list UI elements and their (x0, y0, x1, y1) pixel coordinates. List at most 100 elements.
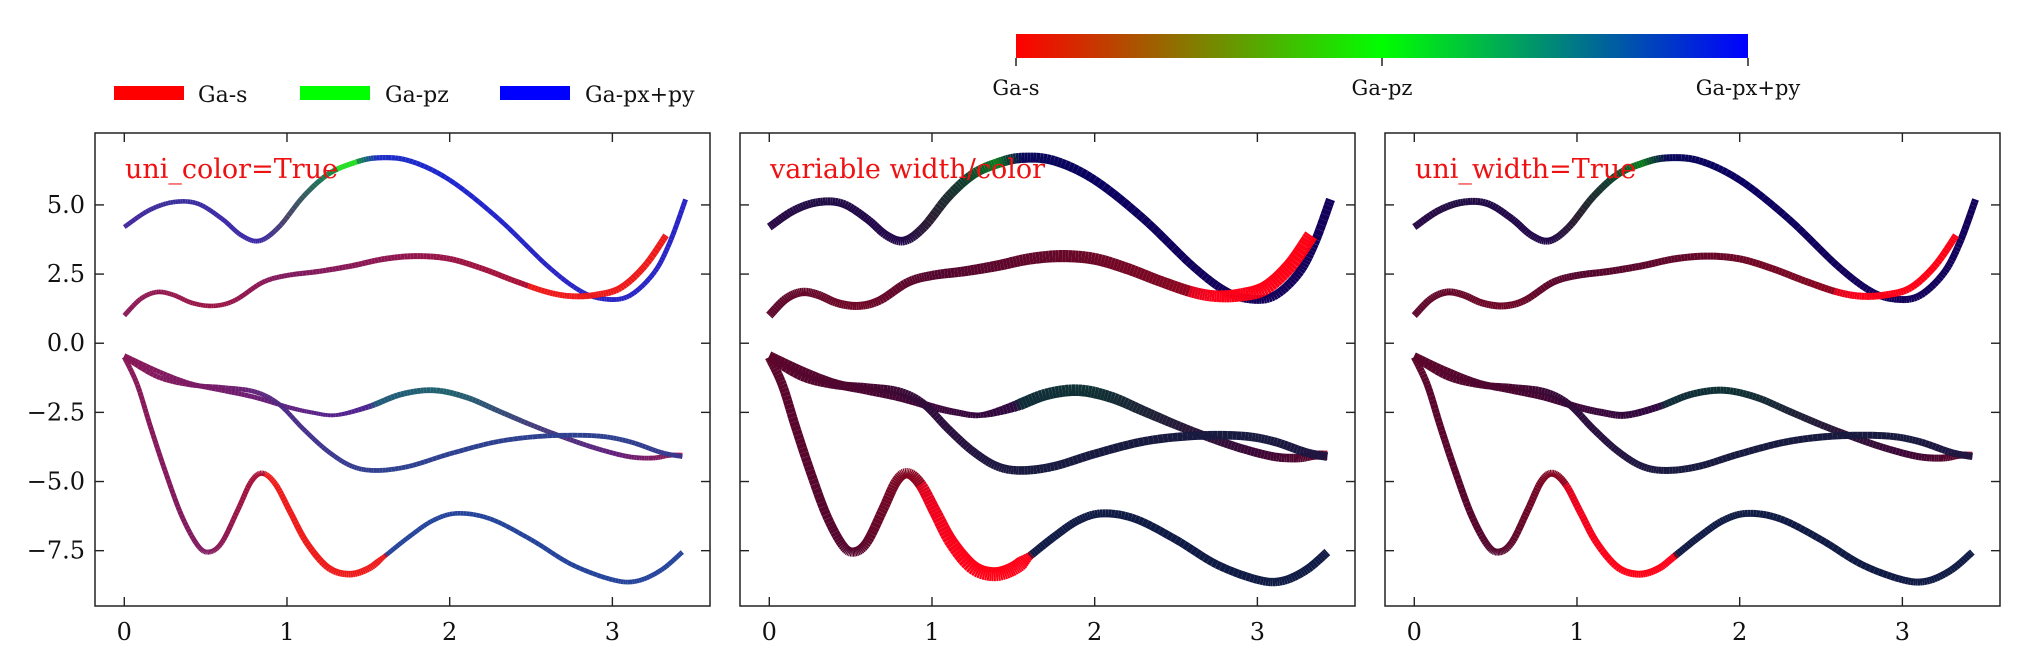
band-segment (175, 376, 181, 383)
band-segment (909, 232, 917, 242)
band-segment (885, 290, 894, 299)
band-segment (882, 292, 891, 301)
band-segment (1320, 208, 1332, 217)
band-segment (1526, 501, 1535, 508)
band-segment (1793, 274, 1800, 282)
band-segment (1305, 248, 1316, 256)
band-segment (1846, 272, 1855, 281)
band-segment (1868, 439, 1875, 448)
band-segment (1945, 261, 1954, 268)
band-segment (1921, 288, 1929, 296)
band-segment (1277, 266, 1291, 279)
band-segment (957, 437, 966, 446)
band-segment (975, 165, 983, 176)
band-segment (1438, 369, 1446, 378)
band-segment (1147, 435, 1154, 445)
band-segment (1548, 279, 1555, 287)
band-segment (1610, 560, 1618, 569)
band-segment (1313, 557, 1322, 566)
band-segment (1556, 276, 1562, 284)
band-segment (620, 295, 625, 302)
band-segment (1226, 440, 1233, 450)
band-segment (676, 213, 683, 221)
band-segment (1684, 542, 1692, 550)
band-segment (793, 289, 799, 298)
band-segment (1754, 393, 1761, 402)
band-segment (918, 273, 923, 283)
band-segment (484, 266, 490, 274)
band-segment (1809, 417, 1816, 426)
band-segment (1767, 264, 1774, 272)
band-segment (1777, 438, 1785, 447)
band-segment (510, 277, 516, 284)
band-segment (185, 381, 190, 388)
band-segment (227, 300, 232, 306)
band-segment (985, 161, 992, 172)
band-segment (632, 289, 638, 296)
band-segment (1698, 462, 1704, 470)
band-segment (1944, 447, 1950, 455)
band-segment (949, 185, 959, 195)
band-segment (344, 410, 349, 416)
band-segment (1664, 256, 1669, 265)
band-segment (1110, 190, 1122, 201)
band-segment (354, 261, 360, 268)
band-segment (227, 522, 235, 528)
band-segment (249, 237, 253, 243)
band-segment (1950, 235, 1958, 242)
band-segment (386, 394, 393, 402)
band-segment (999, 565, 1006, 580)
band-segment (1416, 366, 1425, 373)
band-segment (648, 446, 654, 452)
band-segment (1595, 431, 1604, 439)
band-segment (1479, 536, 1488, 543)
band-segment (1914, 437, 1920, 445)
band-segment (1151, 410, 1159, 422)
band-segment (336, 165, 341, 172)
band-segment (1189, 262, 1199, 273)
band-segment (829, 297, 836, 306)
band-segment (269, 276, 273, 282)
band-segment (1658, 563, 1664, 571)
band-segment (1735, 254, 1741, 263)
band-segment (477, 399, 484, 407)
band-segment (611, 577, 617, 583)
band-segment (211, 210, 217, 216)
band-segment (1916, 291, 1923, 300)
band-segment (982, 456, 990, 465)
band-segment (1810, 280, 1816, 288)
band-segment (884, 491, 895, 499)
band-segment (250, 388, 256, 394)
band-segment (1471, 295, 1477, 304)
band-segment (302, 537, 310, 545)
band-segment (832, 533, 842, 541)
band-segment (1200, 272, 1210, 282)
band-segment (1523, 507, 1532, 514)
band-segment (918, 223, 928, 233)
band-segment (1428, 210, 1436, 219)
band-segment (247, 480, 254, 485)
band-segment (357, 406, 363, 413)
band-segment (500, 273, 507, 280)
band-segment (164, 474, 171, 481)
band-segment (301, 192, 308, 199)
band-segment (862, 537, 873, 545)
band-segment (1711, 521, 1719, 529)
band-segment (1515, 525, 1524, 533)
band-segment (322, 267, 327, 274)
band-segment (1060, 459, 1067, 469)
band-segment (802, 460, 813, 468)
band-segment (1774, 266, 1780, 275)
band-segment (900, 388, 907, 398)
band-segment (1919, 290, 1926, 298)
band-segment (364, 259, 369, 266)
band-segment (1068, 519, 1076, 528)
band-segment (549, 289, 554, 297)
band-segment (1302, 447, 1308, 457)
band-segment (1618, 168, 1625, 176)
band-segment (1575, 210, 1584, 218)
band-segment (992, 408, 998, 417)
band-segment (172, 379, 177, 385)
band-segment (634, 287, 641, 294)
band-line-band-3 (1412, 352, 1973, 462)
